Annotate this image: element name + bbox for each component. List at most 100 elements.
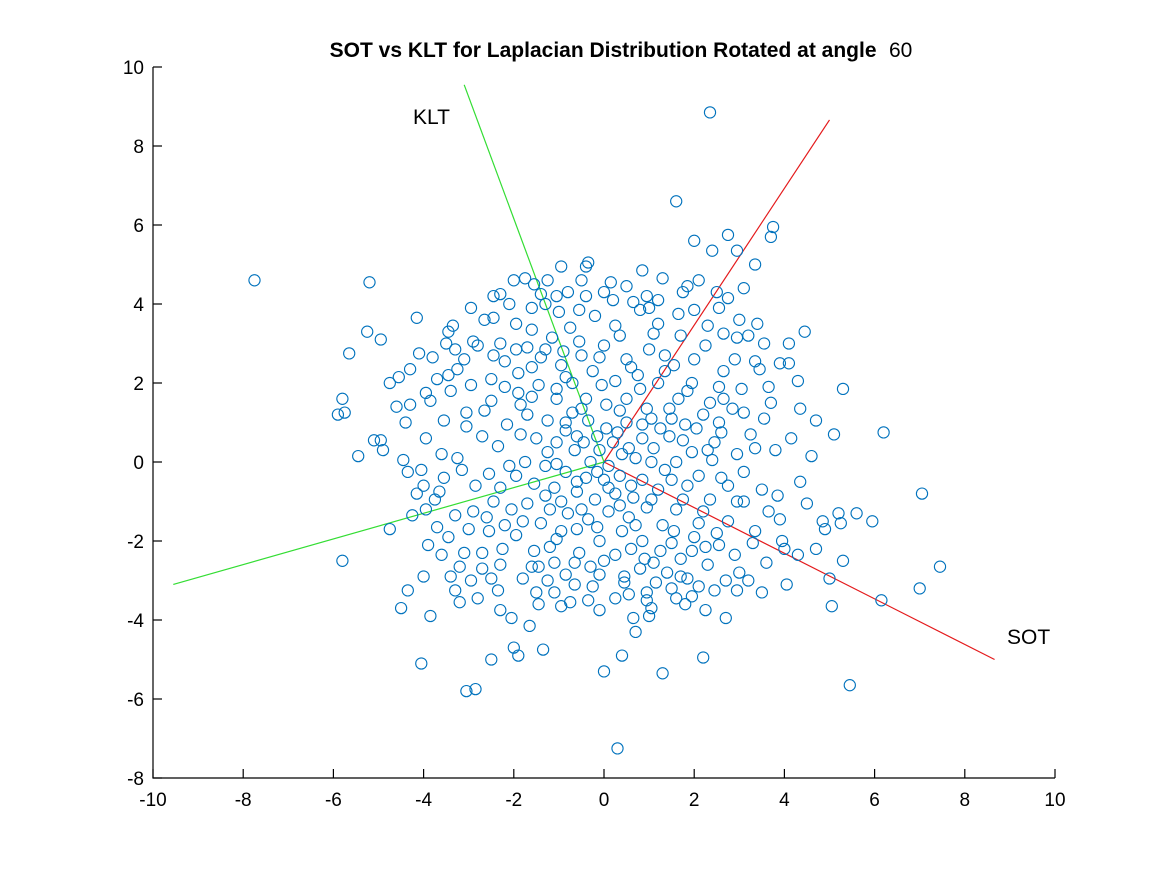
- data-point: [584, 455, 597, 469]
- data-point: [442, 368, 455, 382]
- data-point: [521, 408, 534, 421]
- data-point: [794, 402, 807, 415]
- data-point: [564, 596, 577, 609]
- data-point: [494, 603, 507, 617]
- data-point: [658, 364, 672, 378]
- data-point: [467, 505, 480, 518]
- data-point: [766, 220, 780, 234]
- data-point: [764, 396, 778, 409]
- x-tick-label: 6: [869, 790, 880, 811]
- data-point: [692, 580, 705, 593]
- data-point: [577, 436, 590, 449]
- data-point: [663, 430, 676, 443]
- data-point: [667, 524, 681, 538]
- data-point: [624, 542, 638, 556]
- data-point: [383, 522, 396, 536]
- data-point: [649, 576, 663, 589]
- data-point: [782, 357, 796, 370]
- data-point: [451, 363, 464, 376]
- data-point: [688, 234, 701, 247]
- data-point: [491, 584, 505, 597]
- data-point: [415, 657, 428, 670]
- data-point: [640, 402, 653, 415]
- data-point: [633, 382, 647, 396]
- x-tick-label: -10: [139, 790, 166, 811]
- x-tick-label: 2: [689, 790, 700, 811]
- data-point: [597, 554, 611, 567]
- data-point: [746, 536, 759, 550]
- data-point: [507, 641, 520, 654]
- data-point: [721, 479, 735, 492]
- data-point: [449, 343, 462, 356]
- data-point: [775, 534, 789, 548]
- x-tick-label: 10: [1044, 790, 1065, 811]
- data-point: [505, 503, 518, 516]
- data-point: [769, 443, 782, 457]
- data-point: [570, 475, 584, 488]
- data-point: [728, 548, 741, 561]
- data-point: [568, 443, 581, 457]
- data-point: [751, 317, 764, 330]
- data-point: [555, 359, 568, 372]
- data-point: [615, 524, 629, 538]
- data-point: [843, 679, 856, 692]
- data-point: [642, 301, 656, 315]
- data-point: [613, 469, 626, 482]
- data-point: [424, 394, 437, 407]
- data-point: [791, 374, 805, 388]
- data-point: [525, 390, 538, 403]
- data-point: [685, 445, 699, 459]
- data-point: [706, 453, 719, 467]
- data-point: [518, 455, 532, 469]
- data-point: [383, 376, 396, 390]
- data-point: [836, 382, 850, 396]
- data-point: [505, 611, 518, 625]
- data-point: [620, 280, 633, 293]
- data-point: [550, 382, 563, 396]
- data-point: [755, 483, 769, 496]
- data-point: [338, 406, 351, 419]
- data-point: [419, 432, 433, 445]
- data-point: [656, 519, 669, 532]
- chart-title-text: SOT vs KLT for Laplacian Distribution Ro…: [330, 39, 877, 62]
- data-point: [512, 386, 525, 400]
- data-point: [933, 560, 947, 573]
- data-point: [633, 562, 647, 575]
- data-point: [636, 432, 649, 445]
- data-point: [568, 556, 581, 569]
- data-point: [785, 432, 798, 445]
- data-point: [591, 521, 604, 534]
- data-point: [582, 513, 595, 526]
- data-point: [555, 260, 568, 273]
- data-point: [681, 280, 694, 293]
- data-point: [559, 465, 572, 479]
- data-point: [712, 301, 726, 315]
- data-point: [672, 307, 685, 321]
- data-point: [532, 378, 545, 392]
- data-point: [737, 282, 750, 295]
- data-point: [679, 418, 692, 431]
- data-point: [361, 325, 374, 338]
- data-point: [717, 364, 730, 378]
- data-point: [410, 311, 423, 324]
- data-point: [494, 337, 507, 350]
- data-point: [536, 643, 550, 656]
- data-point: [642, 609, 656, 623]
- data-points: [248, 106, 947, 755]
- data-point: [521, 497, 534, 510]
- data-point: [458, 546, 471, 560]
- data-point: [397, 453, 410, 467]
- data-point: [712, 538, 726, 552]
- data-point: [773, 357, 787, 370]
- data-point: [514, 428, 527, 441]
- data-point: [586, 364, 599, 378]
- data-point: [331, 408, 345, 421]
- data-point: [622, 442, 635, 455]
- data-point: [674, 329, 687, 342]
- data-point: [588, 493, 602, 506]
- data-point: [248, 274, 261, 287]
- x-tick-label: -4: [415, 790, 432, 811]
- data-point: [773, 513, 787, 526]
- data-point: [593, 443, 606, 457]
